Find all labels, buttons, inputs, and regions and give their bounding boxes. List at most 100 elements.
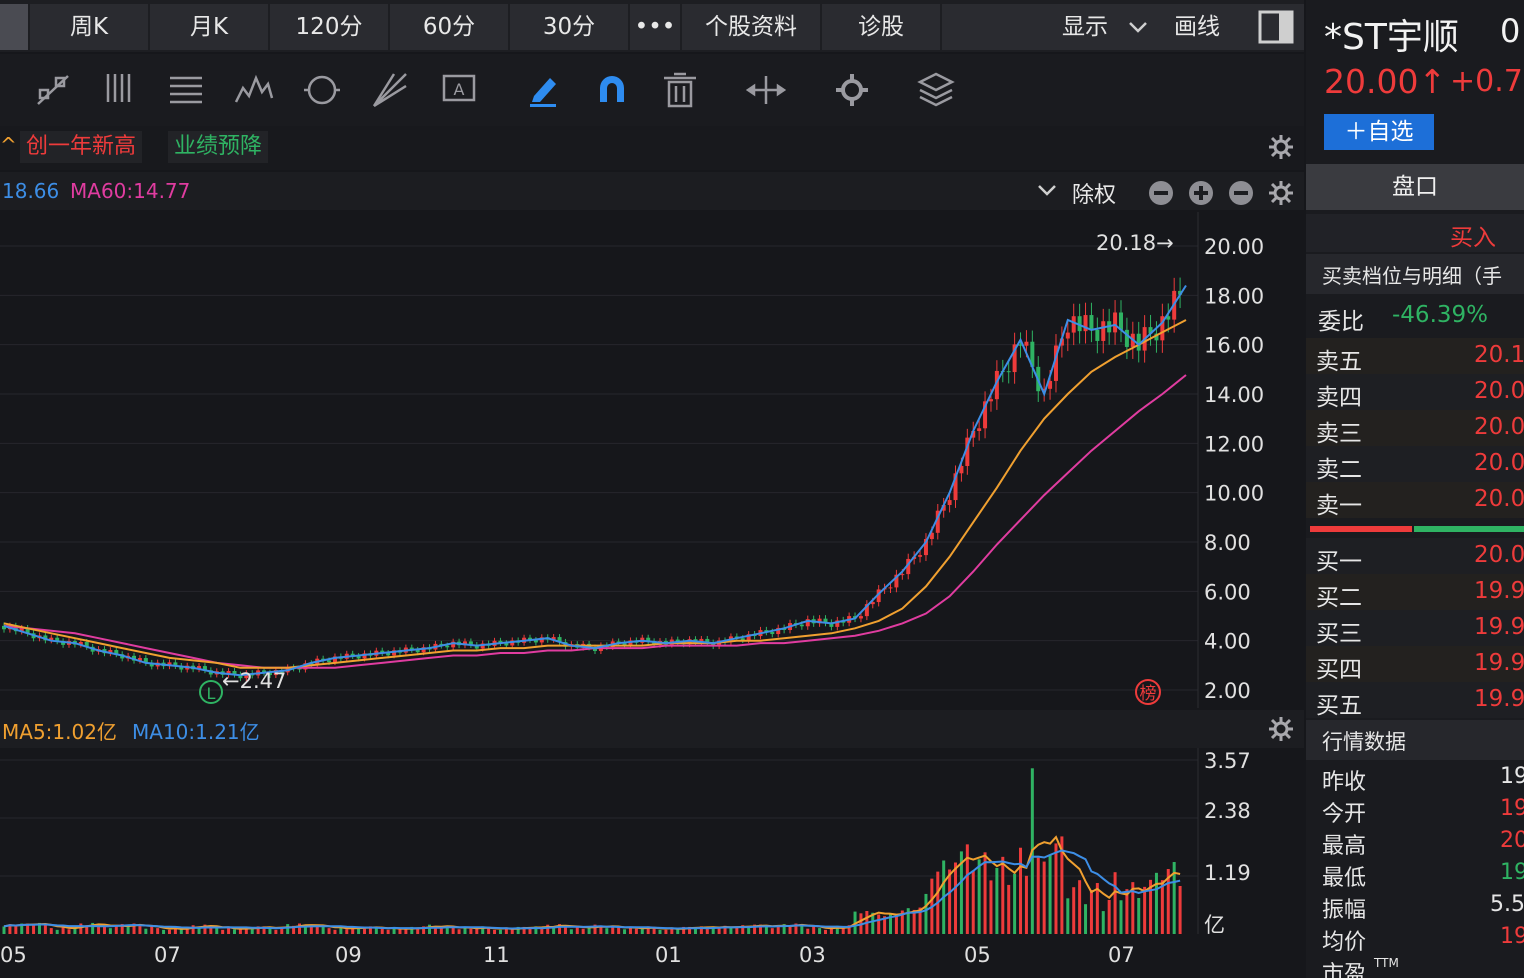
candle-body — [551, 637, 556, 640]
volume-bar — [185, 926, 189, 934]
bid-3-price[interactable]: 19.9 — [1474, 614, 1524, 640]
volume-bar — [1166, 869, 1170, 934]
volume-bar — [422, 926, 426, 934]
layers-icon[interactable] — [916, 70, 956, 110]
volume-bar — [924, 893, 928, 934]
zoom-in-icon[interactable] — [1188, 180, 1214, 206]
volume-bar — [906, 908, 910, 934]
volume-bar — [73, 925, 77, 934]
collapse-icon[interactable] — [1228, 180, 1254, 206]
volume-bar — [298, 923, 301, 934]
market-data-header: 行情数据 — [1306, 720, 1524, 760]
volume-settings-icon[interactable] — [1266, 714, 1296, 744]
bid-1-price[interactable]: 20.0 — [1474, 542, 1524, 568]
candle-body — [474, 644, 479, 649]
zoom-out-icon[interactable] — [1148, 180, 1174, 206]
gann-fan-icon[interactable] — [370, 70, 410, 110]
tab-diagnosis[interactable]: 诊股 — [822, 4, 940, 50]
tag-new-high[interactable]: 创一年新高 — [20, 131, 143, 163]
tab-more[interactable]: ••• — [630, 4, 680, 50]
ask-1-price[interactable]: 20.0 — [1474, 486, 1524, 512]
candle-body — [510, 640, 515, 646]
ask-5-price[interactable]: 20.1 — [1474, 342, 1524, 368]
text-annotation-icon[interactable]: A — [440, 70, 480, 110]
volume-bar — [102, 926, 106, 934]
volume-bar — [1013, 873, 1017, 934]
display-menu[interactable]: 显示 — [1062, 14, 1108, 40]
ma-expand-chevron-icon[interactable] — [1036, 182, 1058, 198]
tab-company-profile[interactable]: 个股资料 — [682, 4, 820, 50]
tab-month[interactable]: 月K — [150, 4, 268, 50]
wave-icon[interactable] — [234, 70, 274, 110]
volume-bar — [345, 929, 349, 934]
parallel-lines-icon[interactable] — [100, 70, 140, 110]
volume-bar — [818, 928, 822, 934]
volume-bar — [522, 926, 526, 934]
volume-bar — [339, 927, 343, 934]
magnet-icon[interactable] — [592, 70, 632, 110]
chart-settings-icon[interactable] — [1266, 178, 1296, 208]
tab-30min[interactable]: 30分 — [510, 4, 628, 50]
settings-icon[interactable] — [832, 70, 872, 110]
fibonacci-icon[interactable] — [166, 70, 206, 110]
candle-body — [770, 632, 775, 635]
ask-3-price[interactable]: 20.0 — [1474, 414, 1524, 440]
candle-body — [593, 647, 597, 652]
candle-body — [622, 643, 627, 646]
tab-pankou[interactable]: 盘口 — [1306, 164, 1524, 210]
candle-body — [1077, 316, 1082, 332]
draw-line-menu[interactable]: 画线 — [1174, 14, 1220, 40]
bid-4-price[interactable]: 19.9 — [1474, 650, 1524, 676]
kline-chart[interactable]: 20.00 18.00 16.00 14.00 12.00 10.00 8.00 6.00 4.… — [0, 212, 1304, 708]
candle-body — [829, 622, 834, 627]
volume-bar — [404, 929, 408, 934]
ask-3-label: 卖三 — [1316, 421, 1362, 447]
pe-label: 市盈 — [1322, 962, 1367, 978]
volume-chart[interactable]: 3.57 2.38 1.19 亿 — [0, 748, 1304, 934]
volume-bar — [646, 926, 650, 934]
volume-bar — [244, 926, 248, 934]
candle-body — [297, 668, 302, 670]
volume-bar — [209, 926, 213, 934]
amplitude-label: 振幅 — [1322, 898, 1367, 923]
volume-bar — [829, 928, 833, 934]
bid-2-price[interactable]: 19.9 — [1474, 578, 1524, 604]
add-watchlist-button[interactable]: ＋自选 — [1324, 114, 1434, 150]
chevron-down-icon[interactable] — [1128, 20, 1148, 34]
avg-price-value: 19 — [1500, 924, 1524, 949]
ask-4-price[interactable]: 20.0 — [1474, 378, 1524, 404]
cycle-icon[interactable] — [302, 70, 342, 110]
volume-bar — [457, 929, 461, 934]
adjust-mode-button[interactable]: 除权 — [1072, 183, 1117, 208]
buy-tab[interactable]: 买入 — [1450, 225, 1496, 251]
candle-body — [273, 670, 278, 676]
tab-week[interactable]: 周K — [30, 4, 148, 50]
candle-body — [1006, 371, 1011, 373]
volume-bar — [114, 925, 118, 934]
volume-bar — [1024, 875, 1028, 934]
ask-2-price[interactable]: 20.0 — [1474, 450, 1524, 476]
bid-5-price[interactable]: 19.9 — [1474, 686, 1524, 712]
time-axis-label: 01 — [655, 943, 682, 967]
line-segment-icon[interactable] — [34, 70, 74, 110]
volume-bar — [363, 928, 367, 934]
rank-marker-icon[interactable] — [1135, 679, 1161, 705]
volume-bar — [221, 929, 225, 934]
tab-60min[interactable]: 60分 — [390, 4, 508, 50]
volume-bar — [871, 912, 875, 934]
candle-body — [1178, 290, 1183, 295]
panel-toggle-icon[interactable] — [1258, 10, 1294, 44]
trash-icon[interactable] — [660, 70, 700, 110]
volume-bar — [487, 928, 491, 934]
tab-120min[interactable]: 120分 — [270, 4, 388, 50]
volume-bar — [156, 928, 160, 934]
tab-day[interactable] — [0, 4, 28, 50]
scroll-left-marker[interactable]: ^ — [0, 133, 17, 157]
tag-settings-icon[interactable] — [1266, 132, 1296, 162]
measure-icon[interactable] — [746, 70, 786, 110]
tag-profit-warning[interactable]: 业绩预降 — [168, 131, 269, 163]
highlighter-icon[interactable] — [524, 70, 564, 110]
volume-bar — [32, 925, 36, 934]
ask-2-label: 卖二 — [1316, 457, 1362, 483]
time-axis-label: 03 — [799, 943, 826, 967]
